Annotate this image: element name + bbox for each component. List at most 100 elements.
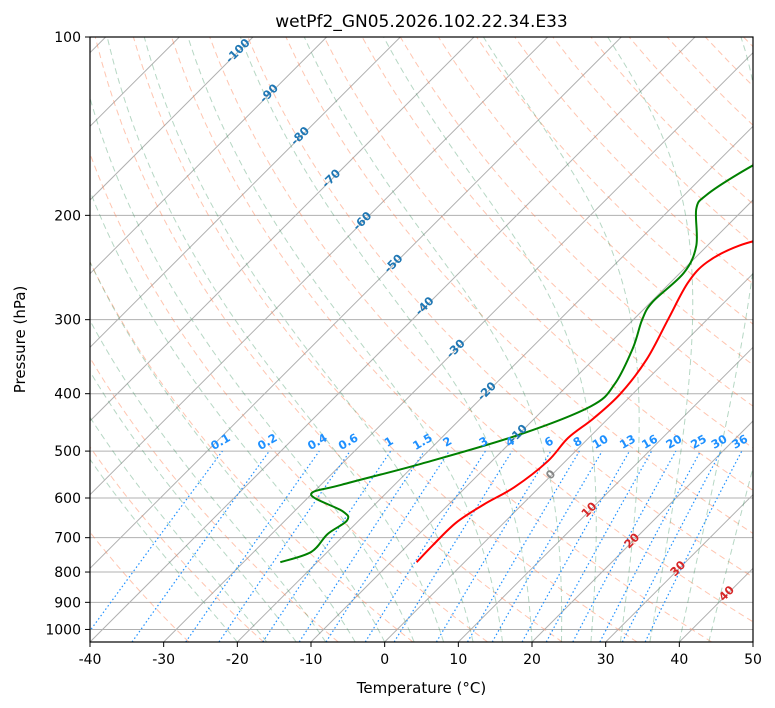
mixing-ratio-label: 16 bbox=[639, 432, 660, 452]
isotherm-label: 20 bbox=[621, 530, 642, 551]
mixing-ratio-line bbox=[90, 450, 223, 632]
y-tick-label: 1000 bbox=[45, 622, 81, 638]
x-tick-label: 40 bbox=[670, 652, 688, 668]
mixing-ratio-label: 0.1 bbox=[208, 430, 233, 452]
x-tick-label: -40 bbox=[79, 652, 102, 668]
isotherm-line bbox=[90, 37, 622, 570]
profile-lines bbox=[279, 164, 753, 564]
y-tick-label: 200 bbox=[54, 208, 81, 224]
mixing-ratio-line bbox=[599, 450, 702, 642]
mixing-ratio-label: 0.4 bbox=[305, 430, 330, 452]
dry-adiabat bbox=[94, 37, 563, 642]
isotherm-line bbox=[457, 346, 753, 642]
dry-adiabat bbox=[90, 356, 339, 642]
isotherm-line bbox=[752, 641, 753, 642]
dewpoint-line bbox=[279, 164, 753, 564]
dry-adiabat bbox=[514, 37, 753, 285]
moist-adiabat bbox=[708, 466, 753, 642]
y-axis: 100 200 300 400 500 600 700 800 900 1000 bbox=[45, 30, 90, 638]
mixing-ratio-label: 25 bbox=[688, 432, 709, 452]
isotherm-line bbox=[310, 199, 753, 642]
y-tick-label: 400 bbox=[54, 387, 81, 403]
moist-adiabat bbox=[90, 96, 415, 642]
isotherm-label: -20 bbox=[474, 379, 499, 404]
mixing-ratio-line bbox=[218, 450, 351, 642]
isotherm-label: -50 bbox=[381, 251, 406, 276]
reference-lines bbox=[90, 37, 753, 642]
moist-adiabat bbox=[90, 319, 327, 642]
mixing-ratio-label: 8 bbox=[570, 434, 584, 450]
moist-adiabat bbox=[90, 260, 356, 642]
dry-adiabat bbox=[323, 37, 753, 491]
mixing-ratio-line bbox=[298, 450, 425, 642]
mixing-ratio-line bbox=[131, 450, 270, 642]
isotherm-line bbox=[90, 37, 549, 496]
mixing-ratio-line bbox=[644, 450, 743, 642]
moist-adiabat bbox=[143, 37, 474, 642]
mixing-ratio-label: 1 bbox=[382, 434, 396, 450]
moist-adiabat bbox=[678, 37, 753, 642]
y-tick-label: 300 bbox=[54, 313, 81, 329]
dry-adiabat bbox=[743, 37, 753, 48]
dry-adiabat bbox=[285, 37, 753, 535]
dry-adiabat bbox=[552, 37, 753, 245]
moist-adiabat bbox=[607, 37, 694, 642]
isotherm-line bbox=[90, 37, 328, 275]
isotherm-line bbox=[678, 567, 753, 642]
isotherm-label: -30 bbox=[443, 336, 468, 361]
dry-adiabat bbox=[132, 37, 638, 642]
isotherm-label: -100 bbox=[222, 36, 252, 66]
mixing-ratio-line bbox=[393, 450, 513, 642]
moist-adiabat bbox=[90, 458, 238, 642]
moist-adiabat bbox=[383, 37, 597, 642]
x-tick-label: 0 bbox=[380, 652, 389, 668]
x-tick-label: -30 bbox=[152, 652, 175, 668]
isotherm-line bbox=[163, 51, 753, 642]
mixing-ratio-label: 1.5 bbox=[410, 430, 435, 452]
mixing-ratio-label: 10 bbox=[590, 432, 611, 452]
mixing-ratio-label: 2 bbox=[440, 434, 454, 450]
dry-adiabat bbox=[90, 260, 414, 642]
mixing-ratio-line bbox=[521, 450, 631, 642]
x-tick-label: -20 bbox=[226, 652, 249, 668]
isotherm-line bbox=[236, 125, 753, 642]
dry-adiabat bbox=[90, 446, 264, 642]
mixing-ratio-line bbox=[364, 450, 486, 642]
y-tick-label: 800 bbox=[54, 565, 81, 581]
moist-adiabat bbox=[303, 37, 563, 642]
y-tick-label: 600 bbox=[54, 491, 81, 507]
isotherm-line bbox=[90, 37, 475, 422]
isotherm-line bbox=[90, 37, 254, 201]
x-axis: -40 -30 -20 -10 0 10 20 30 40 50 bbox=[79, 642, 762, 668]
isotherm-label: 0 bbox=[543, 467, 559, 483]
isotherm-label: -80 bbox=[288, 124, 313, 149]
x-tick-label: 20 bbox=[523, 652, 541, 668]
plot-frame bbox=[89, 36, 754, 643]
mixing-ratio-label: 36 bbox=[729, 432, 750, 452]
y-tick-label: 500 bbox=[54, 444, 81, 460]
x-tick-label: -10 bbox=[300, 652, 323, 668]
dry-adiabat bbox=[171, 37, 713, 642]
isotherm-label: -70 bbox=[319, 166, 344, 191]
x-axis-label: Temperature (°C) bbox=[356, 679, 486, 697]
moist-adiabat bbox=[90, 189, 386, 642]
isotherm-line bbox=[90, 37, 401, 349]
mixing-ratio-label: 20 bbox=[663, 432, 684, 452]
y-tick-label: 100 bbox=[54, 30, 81, 46]
isotherm-label: -60 bbox=[350, 209, 375, 234]
dry-adiabat bbox=[438, 37, 753, 366]
y-axis-label: Pressure (hPa) bbox=[11, 286, 29, 394]
moist-adiabat bbox=[239, 37, 533, 642]
isotherm-label: -40 bbox=[412, 294, 437, 319]
isotherm-line bbox=[531, 420, 753, 642]
mixing-ratio-line bbox=[545, 450, 653, 642]
dry-adiabat bbox=[90, 152, 488, 642]
isotherm-line bbox=[605, 493, 753, 642]
moist-adiabat bbox=[90, 416, 268, 642]
dry-adiabat bbox=[476, 37, 753, 325]
isotherm-line bbox=[90, 37, 696, 642]
y-tick-label: 700 bbox=[54, 531, 81, 547]
chart-title: wetPf2_GN05.2026.102.22.34.E33 bbox=[275, 12, 567, 32]
mixing-ratio-label: 30 bbox=[709, 432, 730, 452]
temperature-line bbox=[415, 240, 753, 563]
